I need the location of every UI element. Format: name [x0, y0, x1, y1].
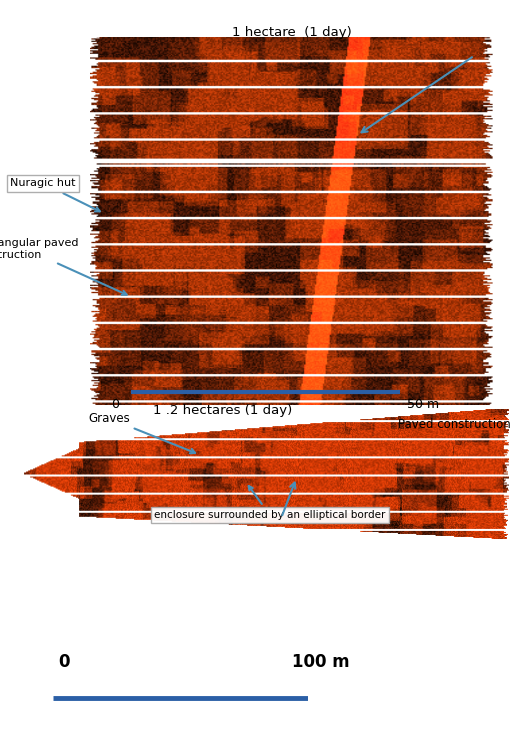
Text: Paved construction: Paved construction — [398, 417, 511, 431]
Text: 0: 0 — [58, 653, 70, 671]
Text: Graves: Graves — [88, 411, 195, 453]
Text: 1 .2 hectares (1 day): 1 .2 hectares (1 day) — [153, 404, 293, 417]
Text: 1 hectare  (1 day): 1 hectare (1 day) — [232, 26, 352, 39]
Text: 100 m: 100 m — [292, 653, 350, 671]
Text: 50 m: 50 m — [407, 398, 439, 411]
Text: Nuragic hut: Nuragic hut — [10, 179, 100, 211]
Text: enclosure surrounded by an elliptical border: enclosure surrounded by an elliptical bo… — [154, 486, 386, 520]
Text: 0: 0 — [111, 398, 119, 411]
Text: Rectangular paved
construction: Rectangular paved construction — [0, 238, 126, 295]
